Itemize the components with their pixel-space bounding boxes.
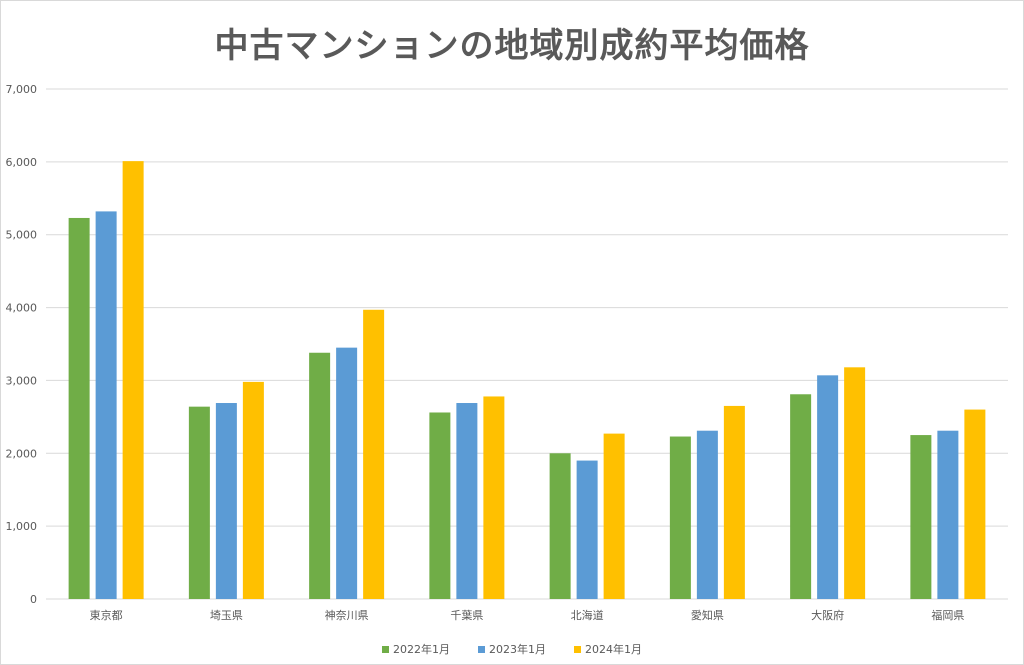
bar <box>243 382 264 599</box>
x-category-label: 千葉県 <box>450 608 483 622</box>
legend-swatch <box>382 646 389 653</box>
legend-item: 2023年1月 <box>478 641 546 657</box>
bar <box>577 461 598 599</box>
bar <box>604 434 625 599</box>
bar <box>96 211 117 599</box>
y-tick-label: 7,000 <box>6 83 38 96</box>
y-tick-label: 6,000 <box>6 156 38 169</box>
bar <box>817 375 838 599</box>
y-tick-label: 5,000 <box>6 229 38 242</box>
bar <box>69 218 90 599</box>
legend-label: 2024年1月 <box>585 641 642 657</box>
bar <box>483 396 504 599</box>
legend-item: 2024年1月 <box>574 641 642 657</box>
bar <box>363 310 384 599</box>
bar <box>309 353 330 599</box>
bar <box>844 367 865 599</box>
bar <box>964 410 985 599</box>
legend-label: 2022年1月 <box>393 641 450 657</box>
bar <box>216 403 237 599</box>
y-tick-label: 3,000 <box>6 374 38 387</box>
x-category-label: 北海道 <box>571 608 604 622</box>
legend-swatch <box>574 646 581 653</box>
y-tick-label: 0 <box>30 593 37 606</box>
bar <box>790 394 811 599</box>
bar <box>697 431 718 599</box>
x-category-label: 愛知県 <box>691 608 724 622</box>
x-category-label: 東京都 <box>90 608 123 622</box>
x-category-label: 福岡県 <box>931 608 964 622</box>
bar <box>910 435 931 599</box>
legend-label: 2023年1月 <box>489 641 546 657</box>
x-category-label: 神奈川県 <box>325 608 369 622</box>
bar <box>724 406 745 599</box>
x-category-label: 埼玉県 <box>210 608 243 622</box>
bar <box>189 407 210 599</box>
bar <box>429 412 450 599</box>
bar <box>123 161 144 599</box>
bar <box>456 403 477 599</box>
bar <box>670 437 691 599</box>
legend-item: 2022年1月 <box>382 641 450 657</box>
y-tick-label: 4,000 <box>6 302 38 315</box>
legend: 2022年1月 2023年1月 2024年1月 <box>0 641 1024 657</box>
bar <box>336 348 357 599</box>
bar <box>937 431 958 599</box>
y-tick-label: 2,000 <box>6 447 38 460</box>
x-category-label: 大阪府 <box>811 608 844 622</box>
y-axis-ticks: 0 1,000 2,000 3,000 4,000 5,000 6,000 7,000 <box>6 83 38 606</box>
bar <box>550 453 571 599</box>
legend-swatch <box>478 646 485 653</box>
x-axis-categories: 東京都 埼玉県 神奈川県 千葉県 北海道 愛知県 大阪府 福岡県 <box>90 608 965 622</box>
y-tick-label: 1,000 <box>6 520 38 533</box>
